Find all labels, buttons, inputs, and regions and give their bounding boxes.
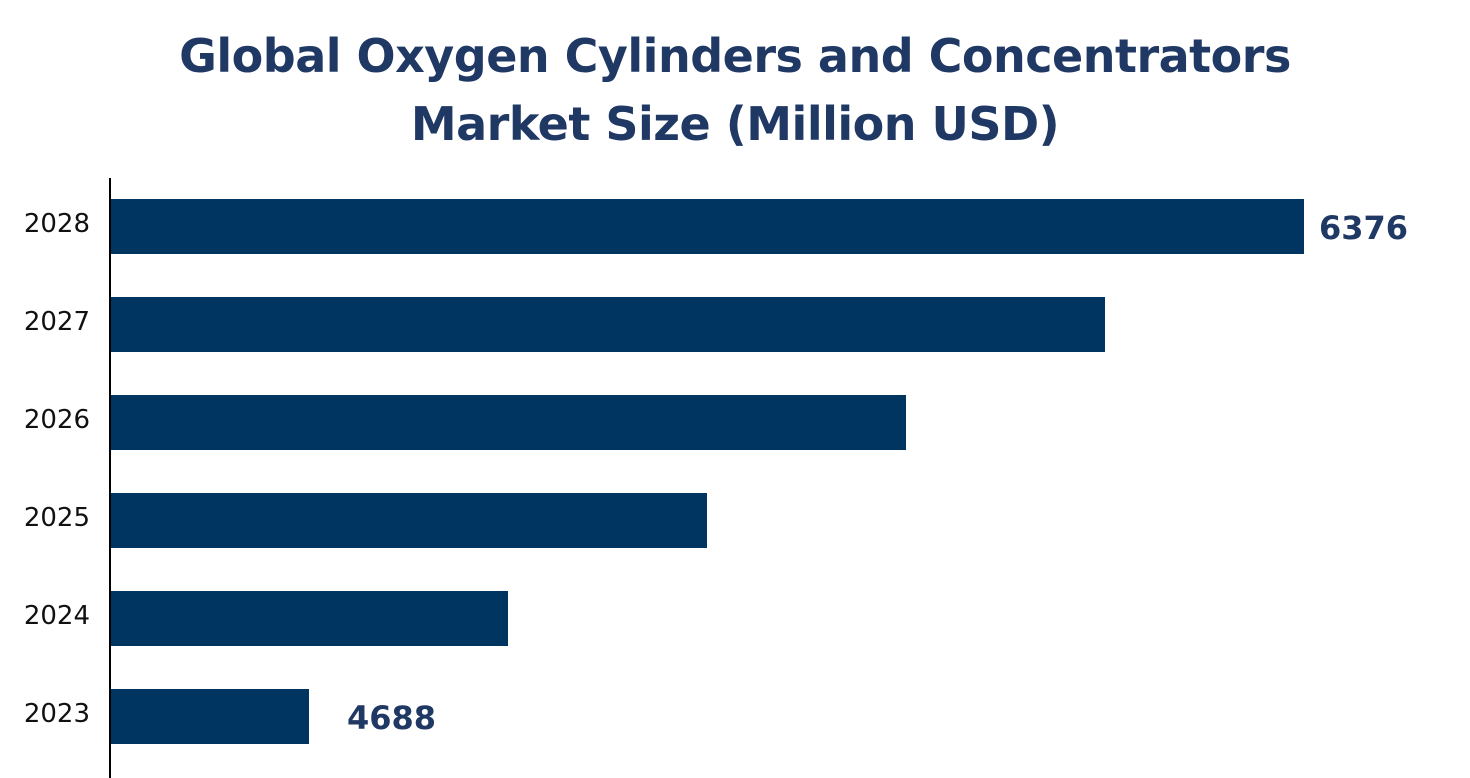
bar: [111, 395, 906, 450]
bar-row: 2024: [0, 591, 1470, 647]
bar-row: 2023 4688: [0, 689, 1470, 745]
y-tick-label: 2023: [23, 699, 90, 729]
bar: [111, 689, 309, 744]
bar-row: 2027: [0, 297, 1470, 353]
y-tick-label: 2026: [23, 405, 90, 435]
value-label: 6376: [1319, 209, 1409, 247]
y-tick-label: 2024: [23, 601, 90, 631]
y-tick-label: 2025: [23, 503, 90, 533]
bar: [111, 297, 1105, 352]
bar: [111, 591, 508, 646]
chart-title-line-2: Market Size (Million USD): [410, 97, 1060, 151]
y-tick-label: 2028: [23, 209, 90, 239]
bar-row: 2026: [0, 395, 1470, 451]
chart-title: Global Oxygen Cylinders and Concentrator…: [0, 22, 1470, 158]
bar-row: 2025: [0, 493, 1470, 549]
bar-row: 2028 6376: [0, 199, 1470, 255]
y-tick-label: 2027: [23, 307, 90, 337]
bar: [111, 199, 1304, 254]
y-axis-line: [109, 178, 111, 778]
bar: [111, 493, 707, 548]
value-label: 4688: [347, 699, 437, 737]
chart-title-line-1: Global Oxygen Cylinders and Concentrator…: [179, 29, 1291, 83]
